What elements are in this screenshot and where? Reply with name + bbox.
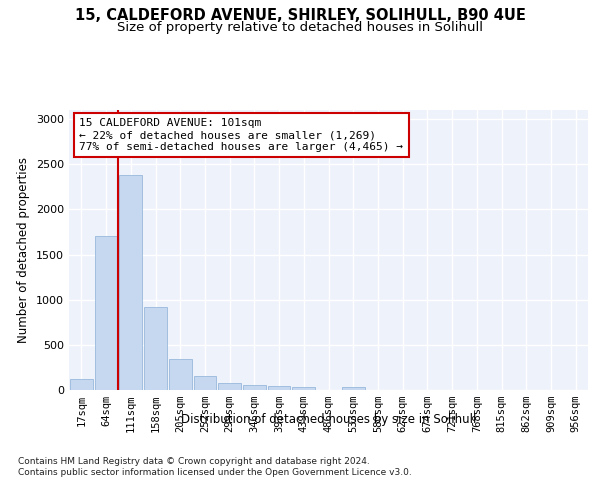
Text: Size of property relative to detached houses in Solihull: Size of property relative to detached ho… (117, 21, 483, 34)
Bar (218, 383, 241, 390)
Bar (144, 307, 167, 390)
Y-axis label: Number of detached properties: Number of detached properties (17, 157, 31, 343)
Bar (95, 236, 118, 390)
Bar (194, 376, 216, 390)
Bar (169, 360, 191, 390)
Bar (342, 387, 365, 390)
Text: Contains HM Land Registry data © Crown copyright and database right 2024.
Contai: Contains HM Land Registry data © Crown c… (18, 458, 412, 477)
Bar (268, 386, 290, 390)
Bar (70, 379, 93, 390)
Text: Distribution of detached houses by size in Solihull: Distribution of detached houses by size … (181, 412, 476, 426)
Bar (243, 385, 266, 390)
Bar (119, 175, 142, 390)
Bar (292, 387, 315, 390)
Text: 15 CALDEFORD AVENUE: 101sqm
← 22% of detached houses are smaller (1,269)
77% of : 15 CALDEFORD AVENUE: 101sqm ← 22% of det… (79, 118, 403, 152)
Text: 15, CALDEFORD AVENUE, SHIRLEY, SOLIHULL, B90 4UE: 15, CALDEFORD AVENUE, SHIRLEY, SOLIHULL,… (74, 8, 526, 22)
